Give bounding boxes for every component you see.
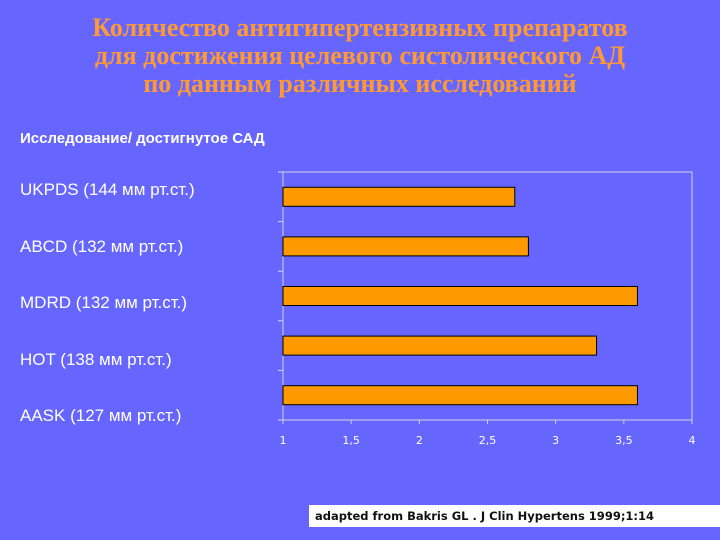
citation-box: adapted from Bakris GL . J Clin Hyperten… bbox=[309, 505, 720, 527]
x-tick-label: 3 bbox=[552, 434, 559, 447]
title-line-3: по данным различных исследований bbox=[143, 69, 577, 98]
category-label-abcd: ABCD (132 мм рт.ст.) bbox=[20, 237, 184, 256]
category-label-aask: AASK (127 мм рт.ст.) bbox=[20, 406, 182, 425]
category-label-ukpds: UKPDS (144 мм рт.ст.) bbox=[20, 180, 195, 199]
category-label-mdrd: MDRD (132 мм рт.ст.) bbox=[20, 293, 188, 312]
x-tick-label: 1,5 bbox=[342, 434, 360, 447]
bar-2 bbox=[282, 236, 529, 257]
x-tick-label: 2 bbox=[416, 434, 423, 447]
x-tick-label: 1 bbox=[280, 434, 287, 447]
x-tick-label: 2,5 bbox=[479, 434, 497, 447]
bar-4 bbox=[282, 335, 598, 356]
x-tick-label: 3,5 bbox=[615, 434, 633, 447]
bar-5 bbox=[282, 385, 638, 406]
slide-title: Количество антигипертензивных препаратов… bbox=[0, 14, 720, 98]
x-tick-label: 4 bbox=[689, 434, 696, 447]
title-line-1: Количество антигипертензивных препаратов bbox=[92, 13, 628, 42]
bar-3 bbox=[282, 286, 638, 306]
category-axis-title: Исследование/ достигнутое САД bbox=[20, 130, 265, 147]
category-label-hot: HOT (138 мм рт.ст.) bbox=[20, 350, 172, 369]
bar-1 bbox=[282, 186, 516, 207]
title-line-2: для достижения целевого систолического А… bbox=[94, 41, 626, 70]
